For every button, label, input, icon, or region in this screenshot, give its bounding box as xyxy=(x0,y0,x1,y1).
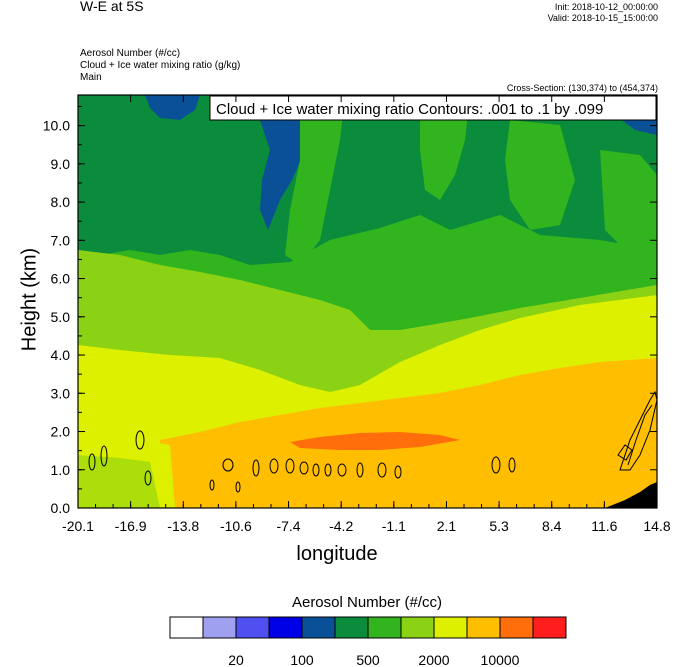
plot-frame xyxy=(77,94,658,509)
colorbar-label: 10000 xyxy=(481,652,520,667)
colorbar-box xyxy=(169,616,204,639)
cloud-contours xyxy=(88,390,657,493)
y-axis-label: Height (km) xyxy=(18,247,41,352)
colorbar-box xyxy=(532,616,567,639)
x-tick-label: -1.1 xyxy=(382,518,406,534)
y-tick-label: 9.0 xyxy=(51,156,71,172)
x-tick-label: 5.3 xyxy=(489,518,509,534)
y-tick-label: 7.0 xyxy=(51,232,71,248)
x-tick-label: -16.9 xyxy=(115,518,147,534)
colorbar-label: 100 xyxy=(290,652,314,667)
x-tick-label: -13.8 xyxy=(167,518,199,534)
colorbar-label: 500 xyxy=(356,652,380,667)
y-tick-label: 4.0 xyxy=(51,347,71,363)
y-tick-label: 1.0 xyxy=(51,462,71,478)
y-axis: 0.0 1.0 2.0 3.0 4.0 5.0 6.0 7.0 8.0 9.0 10.0 xyxy=(43,105,657,516)
colorbar-box xyxy=(466,616,501,639)
colorbar-box xyxy=(202,616,237,639)
colorbar-box xyxy=(400,616,435,639)
colorbar-box xyxy=(235,616,270,639)
x-tick-label: 14.8 xyxy=(643,518,670,534)
x-tick-label: -7.4 xyxy=(276,518,300,534)
colorbar-box xyxy=(268,616,303,639)
y-tick-label: 3.0 xyxy=(51,385,71,401)
init-time: Init: 2018-10-12_00:00:00 xyxy=(554,2,658,12)
x-axis-label: longitude xyxy=(296,543,378,565)
valid-time: Valid: 2018-10-15_15:00:00 xyxy=(547,13,658,23)
colorbar-title: Aerosol Number (#/cc) xyxy=(291,594,443,611)
x-tick-label: 2.1 xyxy=(437,518,457,534)
x-tick-label: -10.6 xyxy=(220,518,252,534)
colorbar-box xyxy=(499,616,534,639)
y-tick-label: 2.0 xyxy=(51,424,71,440)
filled-contours xyxy=(78,95,657,508)
x-tick-label: -20.1 xyxy=(62,518,94,534)
x-tick-label: 8.4 xyxy=(542,518,562,534)
contour-annotation-box xyxy=(209,95,657,121)
y-tick-label: 10.0 xyxy=(43,118,70,134)
colorbar-label: 20 xyxy=(228,652,244,667)
colorbar-box xyxy=(433,616,468,639)
y-tick-label: 5.0 xyxy=(51,309,71,325)
contour-annotation: Cloud + Ice water mixing ratio Contours:… xyxy=(216,101,603,118)
field-aerosol: Aerosol Number (#/cc) xyxy=(80,48,181,59)
x-tick-label: -4.2 xyxy=(329,518,353,534)
colorbar-box xyxy=(367,616,402,639)
y-tick-label: 0.0 xyxy=(51,500,71,516)
x-tick-label: 11.6 xyxy=(591,518,617,534)
y-tick-label: 6.0 xyxy=(51,271,71,287)
plot-title: W-E at 5S xyxy=(80,0,144,14)
colorbar-box xyxy=(334,616,369,639)
x-axis: -20.1 -16.9 -13.8 -10.6 -7.4 -4.2 -1.1 2.1 5.3 8.… xyxy=(62,95,671,534)
field-cloud-ice: Cloud + Ice water mixing ratio (g/kg) xyxy=(80,60,241,71)
colorbar-label: 2000 xyxy=(418,652,449,667)
y-tick-label: 8.0 xyxy=(51,194,71,210)
colorbar: 20 100 500 2000 10000 xyxy=(169,616,567,667)
cross-section-label: Cross-Section: (130,374) to (454,374) xyxy=(506,83,658,93)
field-main: Main xyxy=(80,72,102,83)
colorbar-box xyxy=(301,616,336,639)
